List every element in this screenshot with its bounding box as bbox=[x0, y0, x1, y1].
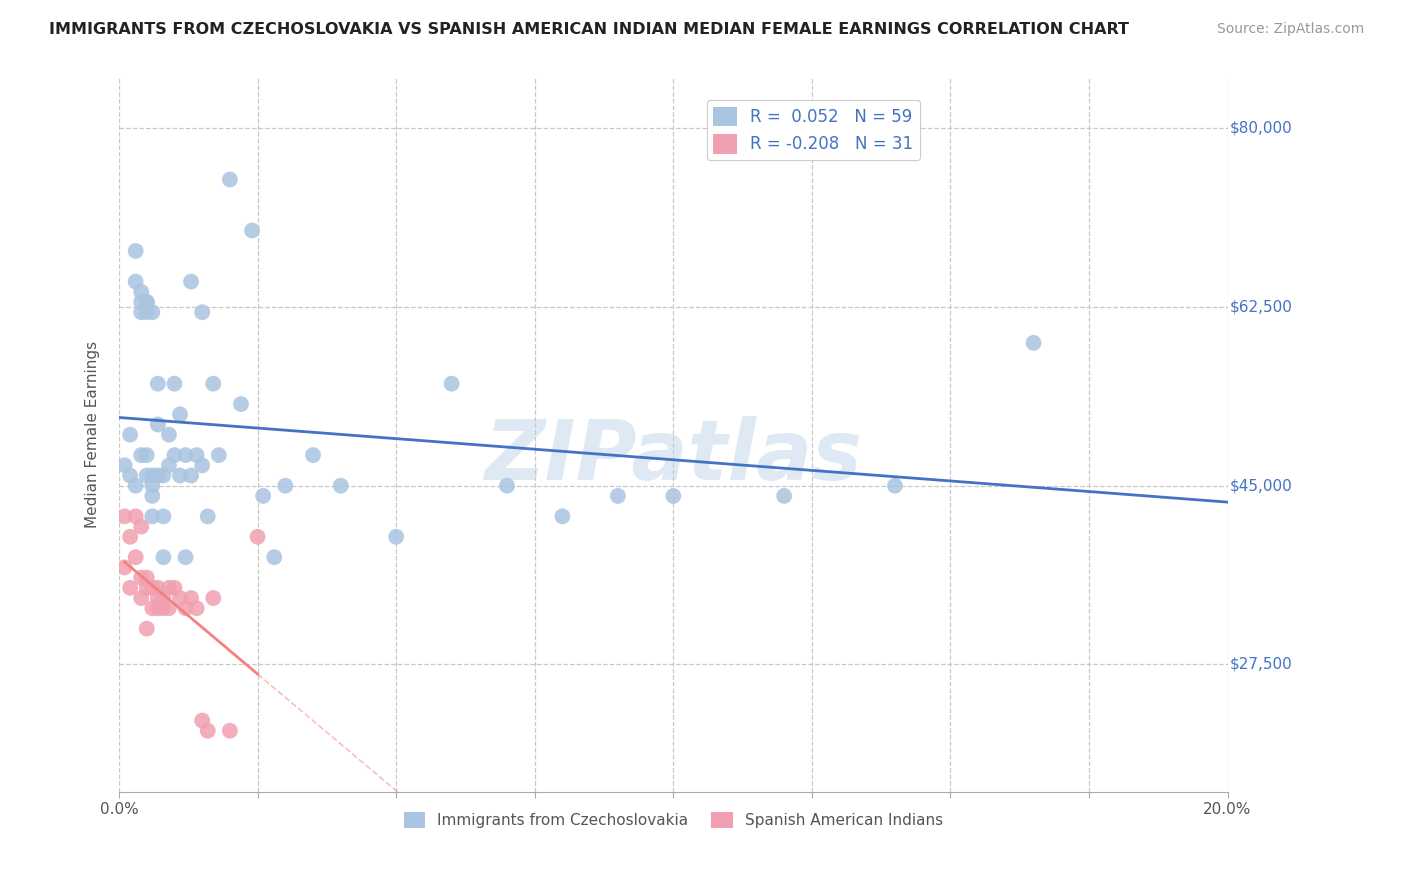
Point bbox=[606, 489, 628, 503]
Point bbox=[240, 223, 263, 237]
Point bbox=[169, 407, 191, 421]
Point bbox=[141, 489, 163, 503]
Point bbox=[129, 305, 152, 319]
Point bbox=[141, 601, 163, 615]
Point bbox=[302, 448, 325, 462]
Point bbox=[202, 591, 225, 605]
Point bbox=[135, 622, 157, 636]
Point bbox=[163, 376, 186, 391]
Point bbox=[135, 295, 157, 310]
Point bbox=[152, 509, 174, 524]
Point bbox=[496, 479, 519, 493]
Point bbox=[157, 581, 180, 595]
Point bbox=[180, 275, 202, 289]
Point bbox=[191, 305, 214, 319]
Text: $62,500: $62,500 bbox=[1230, 300, 1292, 315]
Text: IMMIGRANTS FROM CZECHOSLOVAKIA VS SPANISH AMERICAN INDIAN MEDIAN FEMALE EARNINGS: IMMIGRANTS FROM CZECHOSLOVAKIA VS SPANIS… bbox=[49, 22, 1129, 37]
Y-axis label: Median Female Earnings: Median Female Earnings bbox=[86, 341, 100, 528]
Text: $27,500: $27,500 bbox=[1230, 657, 1292, 672]
Point bbox=[120, 427, 142, 442]
Point bbox=[129, 285, 152, 299]
Point bbox=[202, 376, 225, 391]
Point bbox=[129, 295, 152, 310]
Point bbox=[157, 427, 180, 442]
Point bbox=[197, 509, 219, 524]
Point bbox=[141, 468, 163, 483]
Point bbox=[186, 601, 208, 615]
Point bbox=[152, 601, 174, 615]
Point bbox=[1022, 335, 1045, 350]
Point bbox=[141, 581, 163, 595]
Point bbox=[120, 581, 142, 595]
Point bbox=[180, 468, 202, 483]
Point bbox=[152, 550, 174, 565]
Point bbox=[163, 448, 186, 462]
Point bbox=[120, 468, 142, 483]
Point bbox=[174, 448, 197, 462]
Point bbox=[219, 172, 242, 186]
Point bbox=[114, 509, 136, 524]
Point bbox=[135, 468, 157, 483]
Point bbox=[124, 509, 146, 524]
Point bbox=[551, 509, 574, 524]
Point bbox=[129, 519, 152, 533]
Point bbox=[124, 244, 146, 258]
Legend: Immigrants from Czechoslovakia, Spanish American Indians: Immigrants from Czechoslovakia, Spanish … bbox=[398, 806, 949, 834]
Point bbox=[152, 468, 174, 483]
Point bbox=[329, 479, 352, 493]
Point bbox=[124, 550, 146, 565]
Point bbox=[385, 530, 408, 544]
Point bbox=[440, 376, 463, 391]
Point bbox=[180, 591, 202, 605]
Point bbox=[274, 479, 297, 493]
Point bbox=[773, 489, 796, 503]
Point bbox=[135, 305, 157, 319]
Text: Source: ZipAtlas.com: Source: ZipAtlas.com bbox=[1216, 22, 1364, 37]
Point bbox=[208, 448, 231, 462]
Point bbox=[662, 489, 685, 503]
Point bbox=[169, 468, 191, 483]
Point bbox=[124, 479, 146, 493]
Point bbox=[135, 571, 157, 585]
Point bbox=[146, 591, 169, 605]
Text: $80,000: $80,000 bbox=[1230, 121, 1292, 136]
Point bbox=[135, 448, 157, 462]
Point bbox=[197, 723, 219, 738]
Point bbox=[146, 468, 169, 483]
Point bbox=[129, 571, 152, 585]
Point bbox=[141, 509, 163, 524]
Point bbox=[219, 723, 242, 738]
Point bbox=[135, 295, 157, 310]
Point bbox=[141, 305, 163, 319]
Point bbox=[884, 479, 907, 493]
Point bbox=[169, 591, 191, 605]
Point bbox=[157, 601, 180, 615]
Point bbox=[129, 448, 152, 462]
Text: $45,000: $45,000 bbox=[1230, 478, 1292, 493]
Point bbox=[263, 550, 285, 565]
Point bbox=[120, 530, 142, 544]
Point bbox=[135, 581, 157, 595]
Point bbox=[146, 417, 169, 432]
Point bbox=[114, 560, 136, 574]
Point bbox=[246, 530, 269, 544]
Point bbox=[146, 581, 169, 595]
Point bbox=[191, 458, 214, 473]
Point bbox=[146, 601, 169, 615]
Text: ZIPatlas: ZIPatlas bbox=[484, 416, 862, 497]
Point bbox=[146, 376, 169, 391]
Point bbox=[252, 489, 274, 503]
Point bbox=[191, 714, 214, 728]
Point bbox=[152, 591, 174, 605]
Point bbox=[157, 458, 180, 473]
Point bbox=[229, 397, 252, 411]
Point bbox=[174, 601, 197, 615]
Point bbox=[114, 458, 136, 473]
Point bbox=[186, 448, 208, 462]
Point bbox=[174, 550, 197, 565]
Point bbox=[163, 581, 186, 595]
Point bbox=[129, 591, 152, 605]
Point bbox=[124, 275, 146, 289]
Point bbox=[141, 479, 163, 493]
